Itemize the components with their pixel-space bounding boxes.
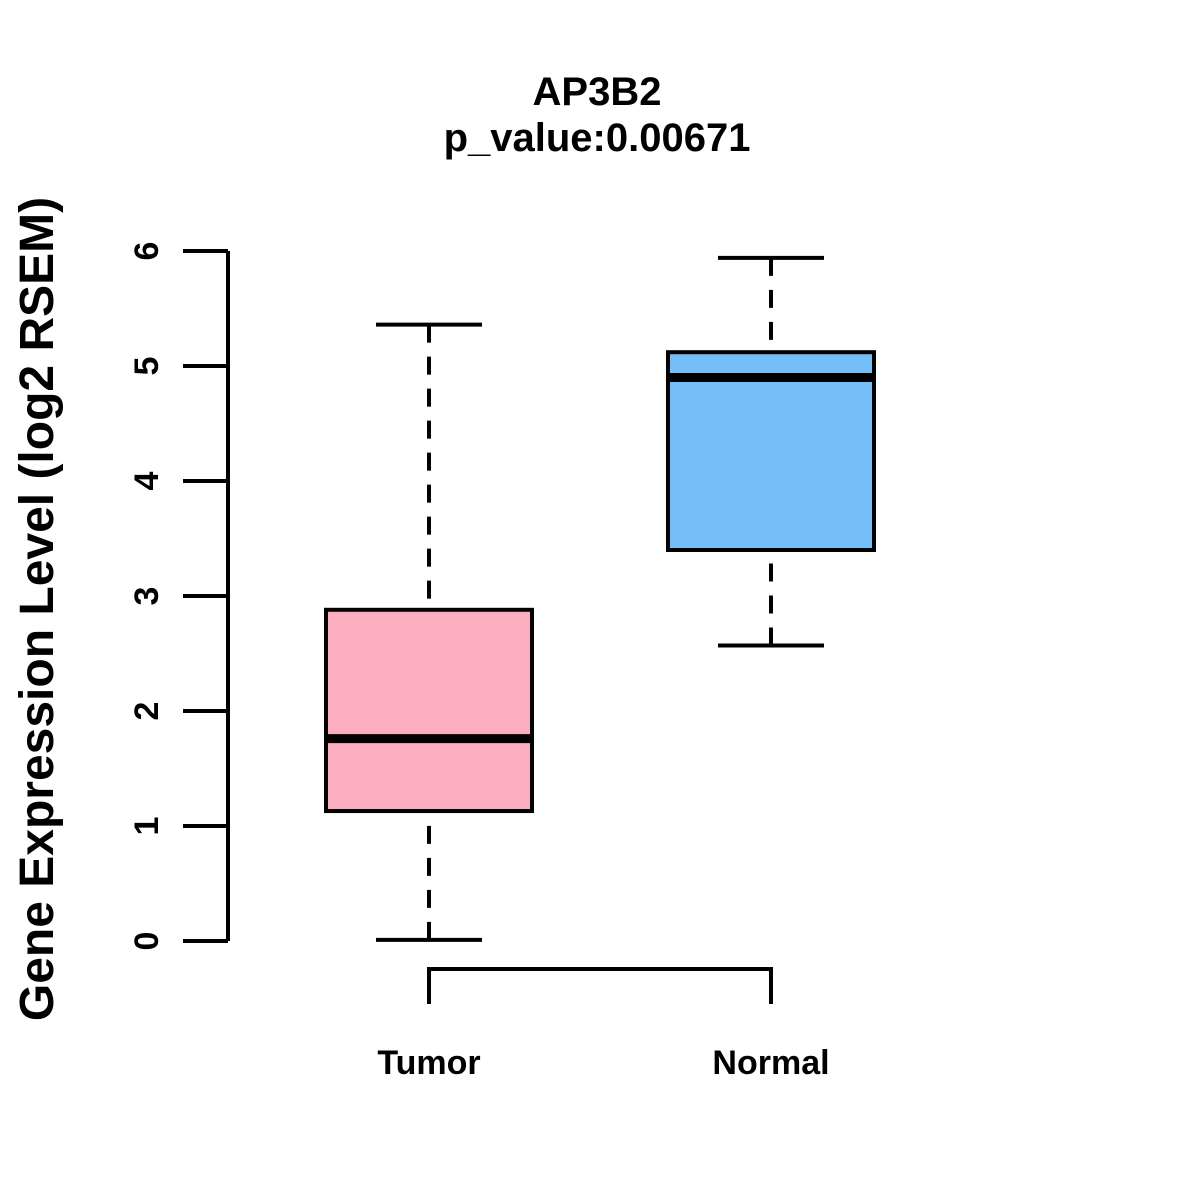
chart-subtitle-pvalue: p_value:0.00671 [443,116,751,160]
y-tick-label: 0 [128,932,166,951]
normal-axis-label: Normal [712,1044,829,1082]
tumor-box [324,607,534,814]
normal-box [666,350,876,553]
y-tick-label: 3 [128,587,166,606]
y-tick-label: 4 [128,471,166,490]
x-axis-bracket [427,967,773,1004]
y-tick-label: 6 [128,242,166,261]
y-tick-label: 1 [128,817,166,836]
tumor-axis-label: Tumor [377,1044,480,1082]
y-tick-label: 5 [128,357,166,376]
chart-title: AP3B2 [532,70,662,114]
y-tick-label: 2 [128,702,166,721]
